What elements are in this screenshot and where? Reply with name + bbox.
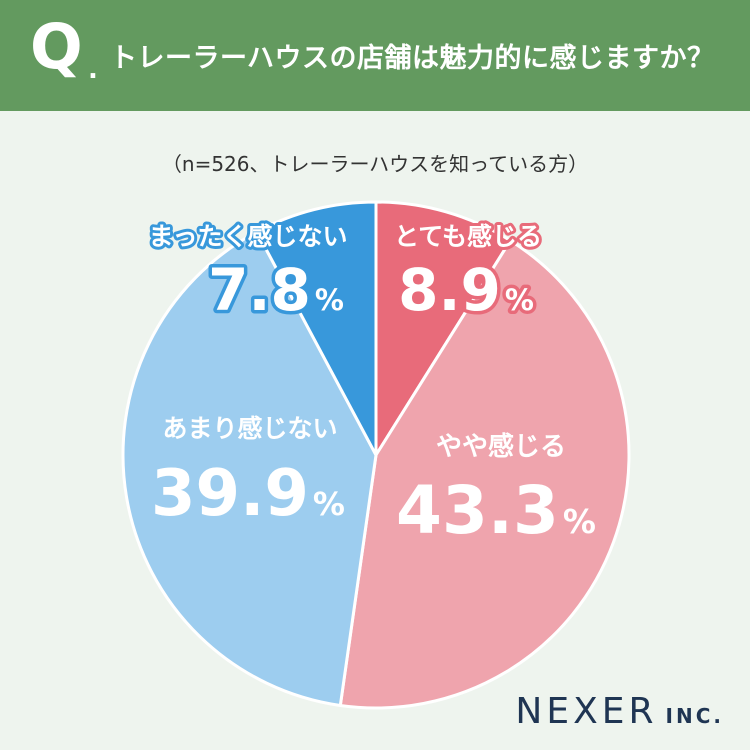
- pie-slice-1: [374, 200, 512, 457]
- logo-sub: INC.: [665, 704, 724, 728]
- pie-slices: [121, 200, 631, 710]
- slice-label-3: あまり感じない: [162, 414, 337, 443]
- slice-value-1: 8.9%: [398, 256, 534, 324]
- pie-slice-3: [121, 230, 378, 707]
- slice-label-4: まったく感じない: [148, 222, 347, 251]
- question-text: トレーラーハウスの店舗は魅力的に感じますか？: [110, 43, 715, 74]
- sample-note: （n=526、トレーラーハウスを知っている方）: [161, 152, 589, 176]
- slice-value-2: 43.3%: [396, 472, 596, 549]
- slice-value-3: 39.9%: [151, 457, 345, 531]
- slice-label-2: やや感じる: [436, 432, 566, 462]
- pie-labels: とても感じる 8.9 % やや感じる 43.3 % あまり感じない 39.9 % まったく感じない…: [145, 219, 596, 549]
- pie-slice-2: [338, 239, 631, 710]
- question-header: Q . トレーラーハウスの店舗は魅力的に感じますか？: [0, 0, 750, 111]
- logo-main: NEXER: [515, 691, 658, 732]
- q-mark: Q: [30, 10, 83, 83]
- slice-label-1: とても感じる: [394, 222, 542, 251]
- q-dot: .: [88, 55, 98, 85]
- slice-value-4: 7.8%: [208, 256, 344, 324]
- pie-slice-4: [255, 200, 378, 457]
- nexer-logo: NEXER INC.: [515, 694, 724, 730]
